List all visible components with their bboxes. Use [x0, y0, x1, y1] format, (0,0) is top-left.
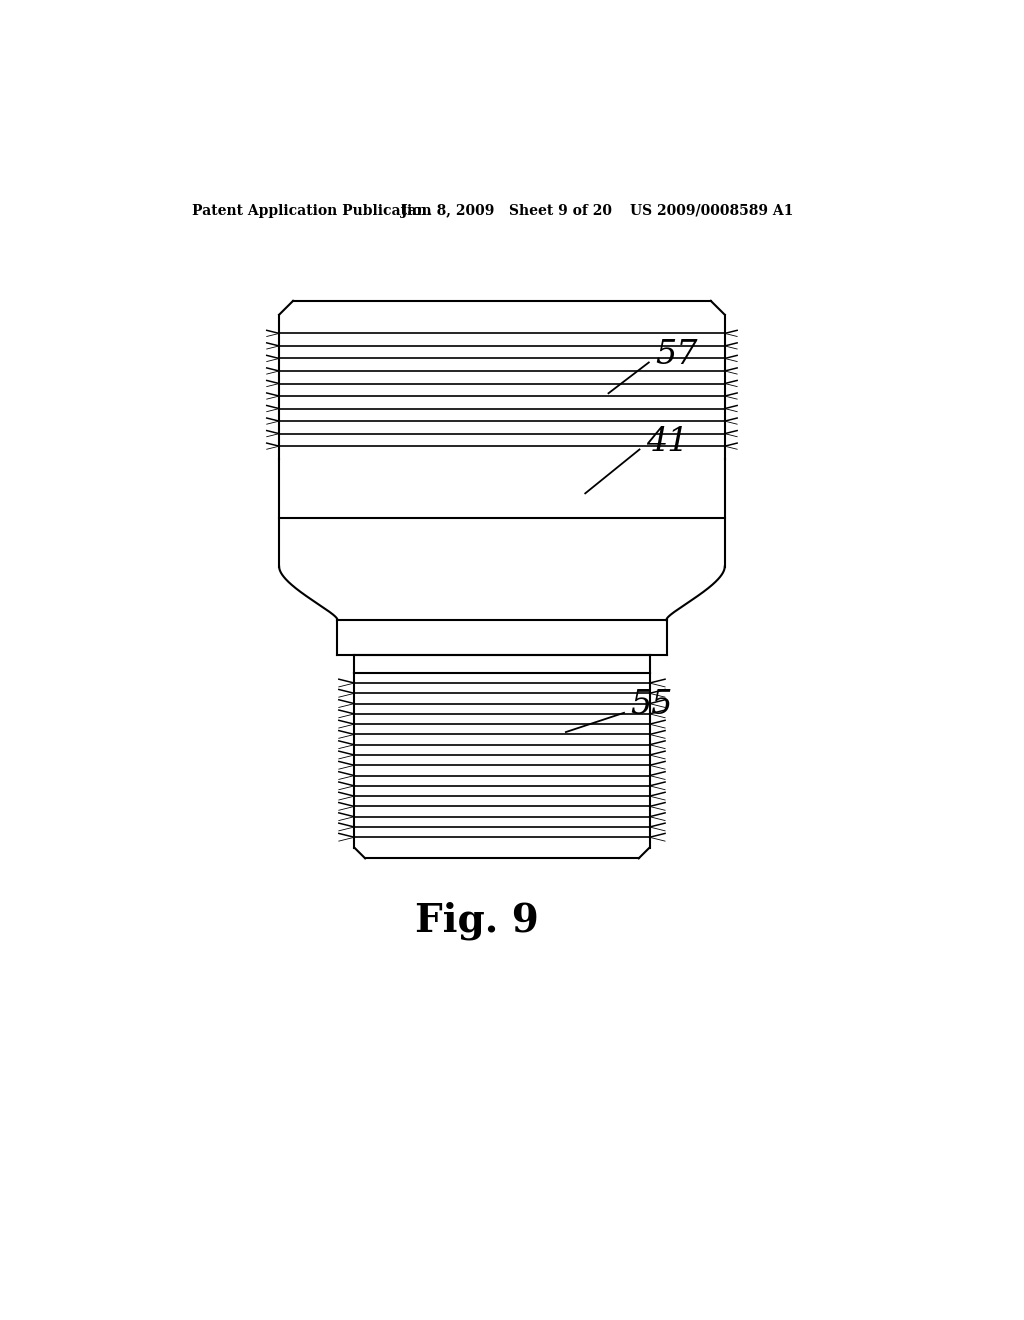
Text: US 2009/0008589 A1: US 2009/0008589 A1 — [630, 203, 794, 218]
Text: Jan. 8, 2009   Sheet 9 of 20: Jan. 8, 2009 Sheet 9 of 20 — [400, 203, 611, 218]
Text: 55: 55 — [630, 689, 673, 721]
Text: 57: 57 — [655, 339, 697, 371]
Text: 41: 41 — [646, 426, 688, 458]
Text: Patent Application Publication: Patent Application Publication — [191, 203, 431, 218]
Text: Fig. 9: Fig. 9 — [415, 902, 539, 940]
